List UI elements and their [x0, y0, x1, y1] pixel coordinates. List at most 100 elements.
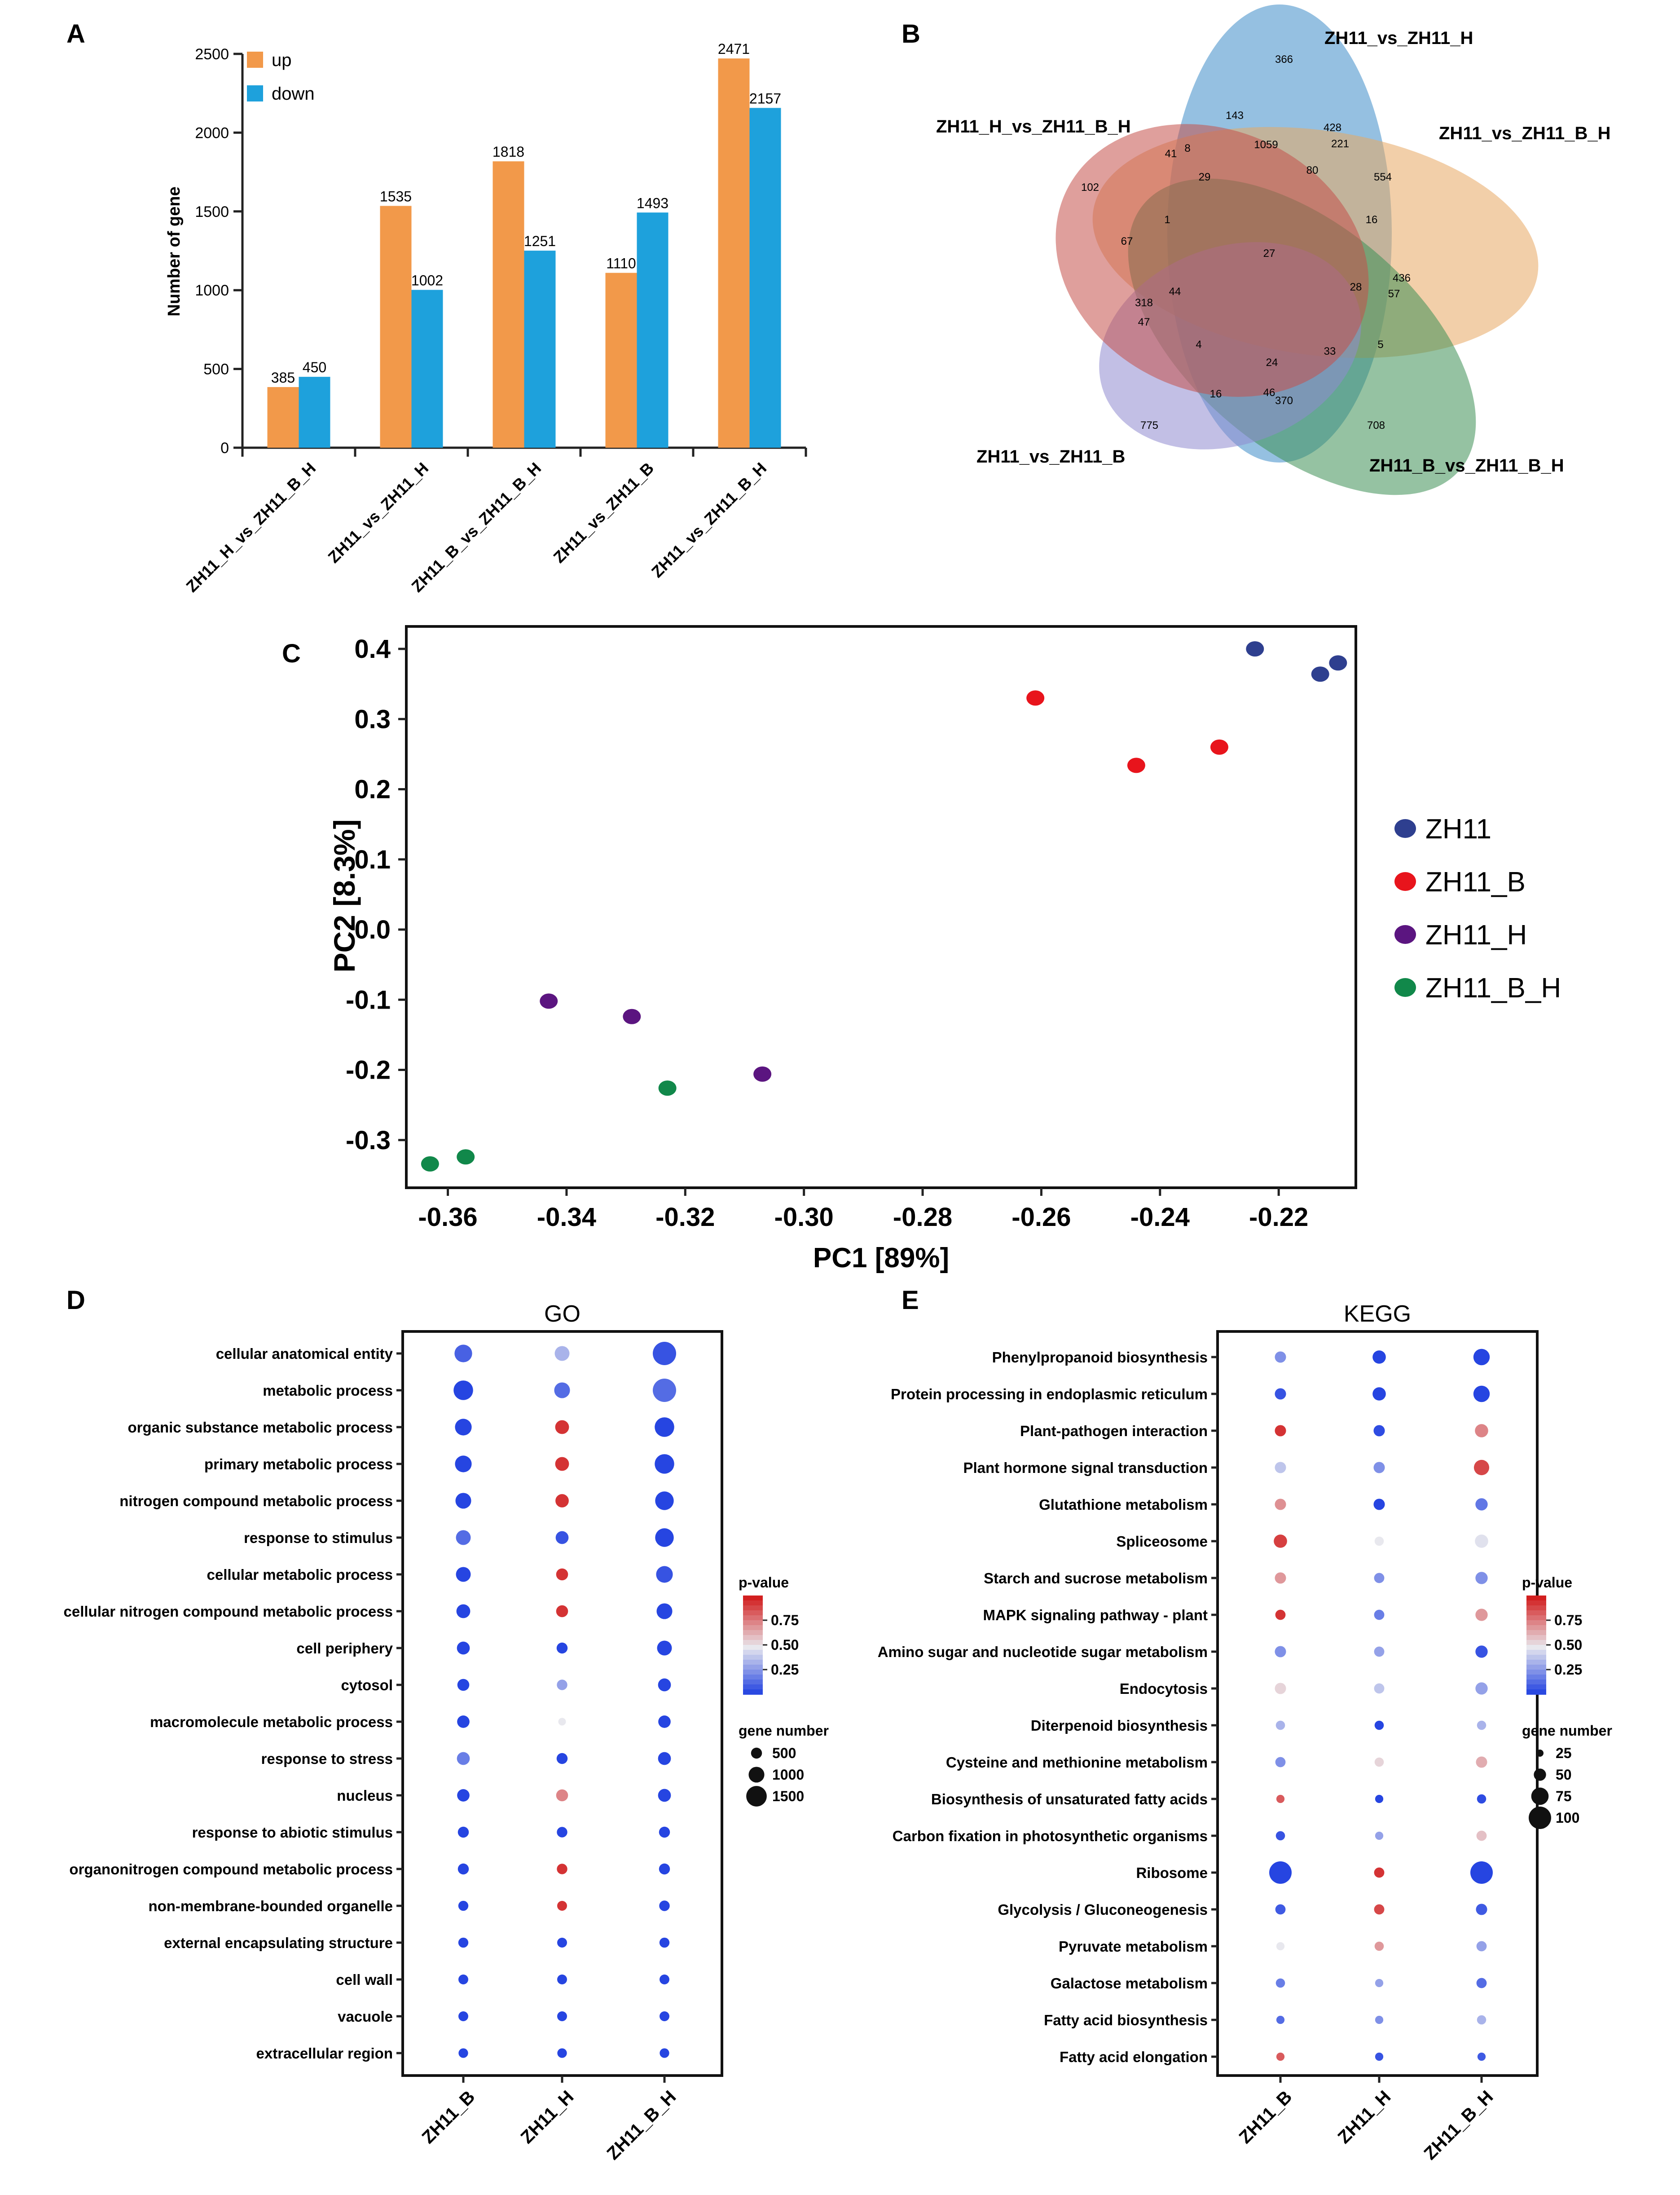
enrichment-dot: [660, 1975, 669, 1984]
enrichment-dot: [1372, 1350, 1386, 1364]
enrichment-dot: [1276, 1794, 1285, 1803]
legend-colorbar-segment: [1526, 1625, 1546, 1631]
x-tick-label: -0.22: [1249, 1203, 1308, 1232]
venn-diagram-panel: ZH11_vs_ZH11_H ZH11_vs_ZH11_B_H ZH11_B_vs_…: [936, 4, 1610, 495]
venn-region-count: 80: [1306, 164, 1319, 176]
enrichment-dot: [1375, 2052, 1384, 2061]
plot-frame: [401, 1330, 723, 2077]
venn-region-count: 318: [1135, 297, 1153, 309]
enrichment-dot: [454, 1344, 472, 1362]
legend-size-title: gene number: [1522, 1723, 1612, 1739]
legend-colorbar-segment: [743, 1615, 763, 1621]
bar-value-label: 1002: [411, 272, 443, 288]
row-label: Glutathione metabolism: [1039, 1496, 1208, 1513]
enrichment-dot: [456, 1530, 471, 1545]
enrichment-dot: [1475, 1498, 1488, 1511]
column-label: ZH11_B_H: [1420, 2087, 1497, 2164]
panel-letter-b: B: [902, 19, 920, 48]
legend-colorbar-segment: [1526, 1675, 1546, 1680]
enrichment-dot: [1275, 1831, 1285, 1841]
row-label: cell wall: [336, 1971, 393, 1988]
enrichment-dot: [1374, 1609, 1385, 1620]
x-tick-label: ZH11_B_vs_ZH11_B_H: [408, 459, 545, 596]
y-tick-label: 0: [220, 440, 229, 457]
venn-set-label: ZH11_vs_ZH11_H: [1324, 28, 1473, 48]
enrichment-dot: [457, 1826, 469, 1838]
venn-region-count: 1: [1164, 214, 1170, 226]
enrichment-dot: [653, 1379, 676, 1402]
y-tick-label: 0.3: [354, 705, 391, 734]
enrichment-dot: [556, 1642, 568, 1654]
enrichment-dot: [1374, 1536, 1384, 1546]
point-ZH11: [1329, 655, 1347, 671]
enrichment-dot: [1476, 1756, 1487, 1768]
y-tick-label: 2500: [195, 46, 229, 63]
row-label: cytosol: [341, 1677, 393, 1693]
venn-region-count: 46: [1263, 387, 1275, 399]
row-label: external encapsulating structure: [164, 1935, 393, 1951]
enrichment-dot: [557, 1901, 567, 1911]
row-label: cell periphery: [296, 1640, 393, 1657]
bar-up: [380, 206, 412, 448]
point-ZH11_H: [623, 1009, 641, 1024]
legend-size-dot: [751, 1747, 762, 1759]
row-label: vacuole: [338, 2008, 393, 2025]
bar-up: [267, 387, 299, 448]
legend-colorbar-segment: [743, 1610, 763, 1616]
y-tick-label: 500: [203, 361, 229, 378]
panel-letter-d: D: [66, 1286, 85, 1315]
x-tick-label: -0.32: [655, 1203, 715, 1232]
bar-up: [493, 161, 524, 448]
bar-up: [718, 58, 750, 448]
legend-colorbar-segment: [1526, 1679, 1546, 1685]
enrichment-dot: [554, 1346, 570, 1361]
pca-scatter-panel: -0.36 -0.34 -0.32 -0.30 -0.28 -0.26 -0.24 -0.22…: [328, 625, 1561, 1274]
venn-region-count: 102: [1081, 181, 1099, 194]
y-tick-label: -0.2: [346, 1056, 391, 1085]
enrichment-dot: [1374, 1867, 1385, 1878]
enrichment-dot: [1275, 1757, 1286, 1767]
enrichment-dot: [1275, 1499, 1286, 1510]
enrichment-dot: [1475, 1572, 1488, 1584]
enrichment-dot: [660, 2048, 669, 2058]
venn-region-count: 57: [1388, 288, 1400, 300]
enrichment-dot: [1375, 1979, 1384, 1988]
row-label: response to abiotic stimulus: [192, 1824, 393, 1841]
legend-label-up: up: [272, 50, 292, 70]
enrichment-dot: [655, 1417, 674, 1437]
enrichment-dot: [1269, 1861, 1292, 1884]
enrichment-dot: [457, 1863, 469, 1875]
legend-marker-ZH11_B_H: [1394, 978, 1416, 997]
enrichment-dot: [1473, 1349, 1490, 1366]
enrichment-dot: [1372, 1387, 1386, 1401]
point-ZH11_H: [753, 1066, 772, 1082]
legend-colorbar-segment: [1526, 1645, 1546, 1650]
legend-size-label: 50: [1556, 1767, 1572, 1783]
legend-colorbar-segment: [1526, 1630, 1546, 1635]
enrichment-dot: [659, 1900, 670, 1911]
legend-size-label: 100: [1556, 1810, 1579, 1826]
bar-value-label: 1535: [380, 189, 412, 205]
legend-colorbar-segment: [1526, 1684, 1546, 1690]
kegg-dotplot-panel: KEGG Phenylpropanoid biosynthesis Protein …: [878, 1301, 1612, 2164]
legend-colorbar-segment: [1526, 1655, 1546, 1660]
row-label: Ribosome: [1136, 1864, 1208, 1881]
enrichment-dot: [1373, 1499, 1385, 1510]
legend-colorbar-segment: [743, 1625, 763, 1631]
enrichment-dot: [653, 1342, 676, 1365]
enrichment-dot: [1374, 1904, 1385, 1915]
enrichment-dot: [659, 1826, 670, 1838]
y-tick-label: 0.4: [354, 635, 391, 664]
column-label: ZH11_B_H: [603, 2087, 680, 2164]
venn-region-count: 41: [1165, 148, 1177, 160]
legend-size-title: gene number: [739, 1723, 829, 1739]
row-label: Glycolysis / Gluconeogenesis: [998, 1901, 1208, 1918]
enrichment-dot: [1374, 1757, 1384, 1767]
enrichment-dot: [554, 1382, 570, 1398]
enrichment-dot: [458, 2048, 468, 2058]
enrichment-dot: [556, 1753, 568, 1764]
bar-value-label: 385: [271, 370, 295, 386]
enrichment-dot: [657, 1640, 672, 1656]
point-ZH11_B_H: [457, 1149, 475, 1165]
venn-region-count: 370: [1275, 395, 1293, 407]
